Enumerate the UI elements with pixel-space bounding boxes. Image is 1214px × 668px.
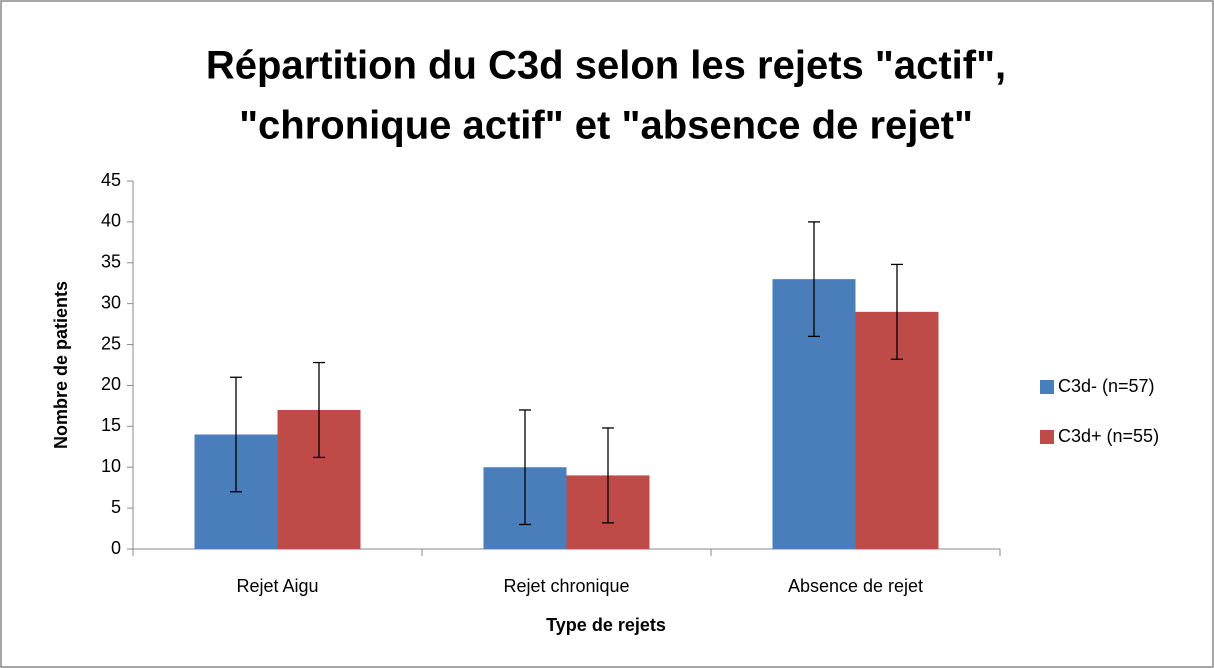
error-bar	[891, 263, 903, 360]
y-axis-title: Nombre de patients	[51, 281, 71, 449]
chart-title: "chronique actif" et "absence de rejet"	[239, 104, 973, 148]
error-bar	[313, 361, 325, 459]
legend-label: C3d- (n=57)	[1058, 376, 1155, 396]
error-bar	[808, 221, 820, 338]
x-tick-label: Absence de rejet	[788, 576, 923, 596]
y-tick-label: 5	[111, 497, 121, 517]
y-tick-label: 10	[101, 456, 121, 476]
y-tick-label: 35	[101, 252, 121, 272]
legend-swatch	[1040, 380, 1054, 394]
y-tick-label: 20	[101, 374, 121, 394]
y-tick-label: 45	[101, 170, 121, 190]
x-axis-title: Type de rejets	[546, 615, 666, 635]
error-bar	[230, 376, 242, 493]
legend-swatch	[1040, 430, 1054, 444]
legend-label: C3d+ (n=55)	[1058, 426, 1159, 446]
chart-title: Répartition du C3d selon les rejets "act…	[206, 44, 1006, 88]
y-tick-label: 30	[101, 292, 121, 312]
y-tick-label: 40	[101, 211, 121, 231]
y-tick-label: 15	[101, 415, 121, 435]
y-tick-label: 25	[101, 333, 121, 353]
x-tick-label: Rejet chronique	[503, 576, 629, 596]
x-tick-label: Rejet Aigu	[236, 576, 318, 596]
y-tick-label: 0	[111, 538, 121, 558]
error-bar	[602, 427, 614, 524]
error-bar	[519, 409, 531, 526]
